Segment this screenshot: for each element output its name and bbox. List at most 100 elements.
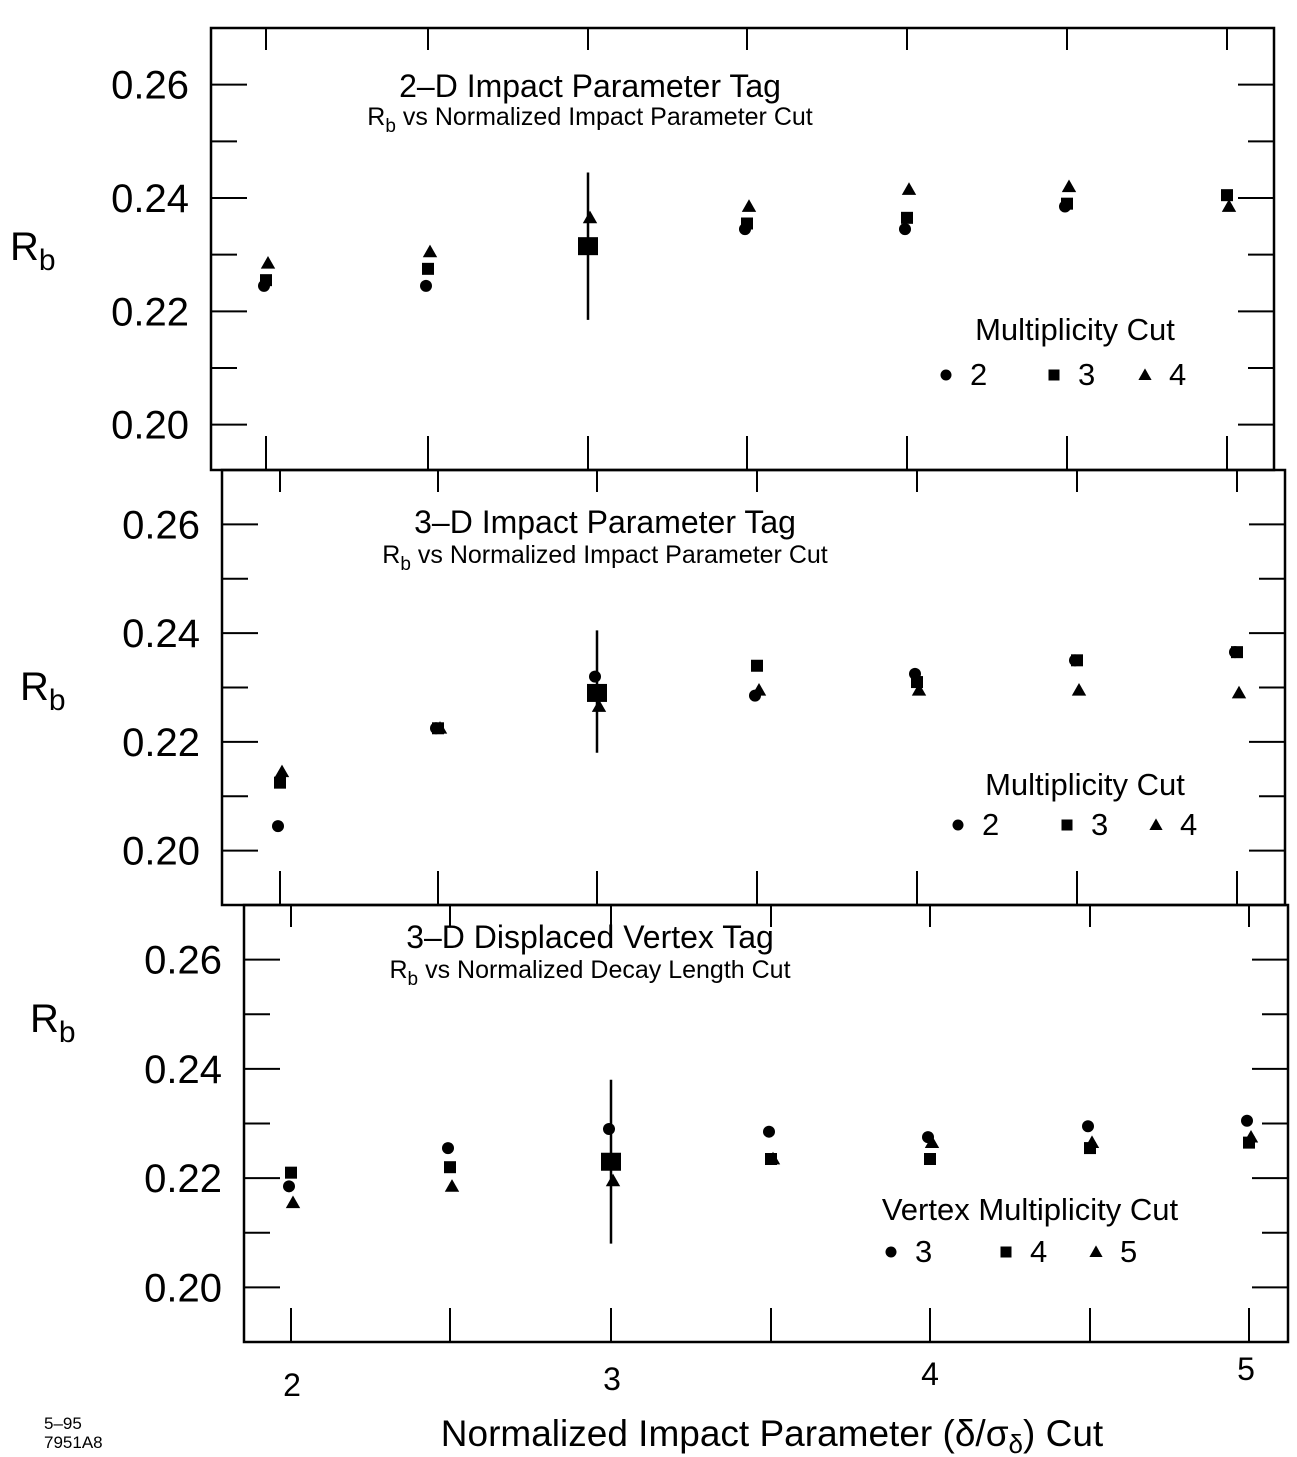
x-axis-label-subscript: δ [1009,1429,1023,1457]
data-point-triangle [751,683,767,696]
subtitle-rest: vs Normalized Impact Parameter Cut [411,541,828,569]
panel-3: 0.20 0.22 0.24 0.26 Rb 3–D Displaced Vertex T… [30,903,1290,1344]
series-3 [283,1114,1253,1193]
y-axis-label-main: R [20,665,49,709]
x-axis: 2 3 4 5 Normalized Impact Parameter (δ/σ… [283,1351,1255,1457]
subtitle-main: R [367,103,385,131]
y-tick-label: 0.26 [111,64,189,108]
y-axis-label-subscript: b [39,244,56,277]
chart-title: 3–D Impact Parameter Tag [414,504,796,540]
legend-label: 2 [970,357,987,392]
figure-note-id: 7951A8 [44,1433,103,1452]
data-point-triangle [591,699,607,712]
data-point-triangle [924,1135,940,1149]
legend-title: Multiplicity Cut [985,767,1185,802]
y-tick-label: 0.24 [111,177,189,221]
y-tick-label: 0.22 [122,721,200,765]
legend-marker-triangle [1089,1245,1103,1257]
x-tick-label: 4 [921,1356,939,1392]
data-point-triangle [432,721,448,734]
data-point-circle [899,223,911,236]
data-point-square [444,1161,456,1174]
subtitle-main: R [382,541,400,569]
data-point-circle [283,1180,295,1193]
legend-marker-triangle [1138,368,1152,380]
data-point-triangle [1084,1135,1100,1149]
x-axis-label: Normalized Impact Parameter (δ/σδ) Cut [441,1413,1104,1457]
data-point-triangle [422,244,438,258]
data-point-square [751,659,763,672]
legend-label: 3 [1078,357,1095,392]
legend-label: 4 [1030,1234,1047,1269]
data-point-triangle [605,1173,621,1187]
data-point-square [605,1155,617,1168]
y-tick-label: 0.22 [111,290,189,334]
legend-label: 4 [1169,357,1186,392]
subtitle-subscript: b [408,969,419,990]
data-point-triangle [911,683,927,696]
legend-marker-square [1061,819,1073,831]
chart-subtitle: Rb vs Normalized Impact Parameter Cut [382,541,827,575]
data-point-circle [272,820,284,833]
data-point-square [1231,646,1243,659]
series-3 [260,189,1233,287]
data-point-circle [603,1122,615,1135]
y-tick-label: 0.26 [144,939,222,983]
data-point-square [274,776,286,789]
legend-marker-square [1000,1246,1012,1258]
x-axis-label-prefix: Normalized Impact Parameter ( [441,1413,956,1454]
legend-marker-circle [952,819,964,831]
data-point-triangle [1231,685,1247,699]
subtitle-main: R [389,956,407,984]
figure-note: 5–95 7951A8 [44,1414,103,1452]
data-point-square [1061,197,1073,210]
legend-marker-circle [885,1246,897,1258]
legend-label: 3 [915,1234,932,1269]
y-tick-label: 0.26 [122,503,200,547]
x-tick-label: 2 [283,1367,301,1403]
data-point-square [285,1166,297,1179]
series-4 [274,683,1247,778]
data-point-triangle [765,1151,781,1165]
subtitle-subscript: b [385,116,396,137]
legend-title: Multiplicity Cut [975,312,1175,347]
data-point-triangle [1061,179,1077,193]
data-point-square [924,1153,936,1166]
y-tick-label: 0.20 [122,830,200,874]
y-tick-label: 0.20 [144,1266,222,1310]
y-axis-label: Rb [30,997,76,1049]
chart-title: 2–D Impact Parameter Tag [399,68,781,104]
data-point-circle [420,279,432,292]
data-point-triangle [741,199,757,212]
series-5 [285,1129,1259,1209]
subtitle-rest: vs Normalized Impact Parameter Cut [396,103,813,131]
y-axis-label: Rb [20,665,66,717]
data-point-square [260,274,272,287]
legend-label: 5 [1120,1234,1137,1269]
data-point-square [901,211,913,224]
legend-label: 3 [1091,807,1108,842]
legend-marker-circle [940,369,952,381]
y-axis-label-subscript: b [59,1016,76,1049]
data-point-circle [589,670,601,683]
subtitle-subscript: b [400,554,411,575]
data-point-circle [442,1142,454,1155]
data-point-triangle [901,182,917,195]
data-point-square [591,686,603,699]
data-point-circle [1082,1120,1094,1133]
data-point-triangle [260,255,276,269]
legend-marker-triangle [1149,818,1163,830]
chart-title: 3–D Displaced Vertex Tag [406,919,774,955]
data-point-triangle [1221,199,1237,212]
chart-subtitle: Rb vs Normalized Impact Parameter Cut [367,103,812,137]
x-axis-label-symbol: δ/σ [955,1413,1009,1454]
data-point-square [911,676,923,689]
x-axis-label-suffix: ) Cut [1023,1413,1104,1454]
legend-label: 2 [982,807,999,842]
series-4 [260,179,1237,269]
figure-note-date: 5–95 [44,1414,82,1433]
data-point-triangle [1243,1129,1259,1143]
